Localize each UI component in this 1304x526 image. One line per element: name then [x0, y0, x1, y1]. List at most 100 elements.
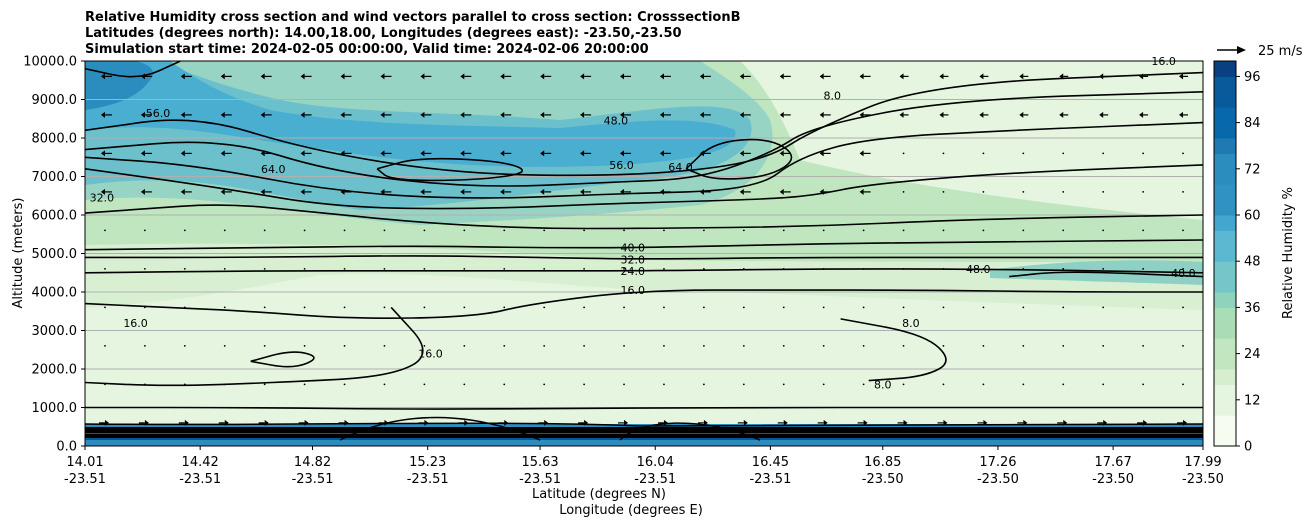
wind-vector-calm [303, 345, 306, 347]
wind-vector-head [620, 111, 625, 118]
wind-vector-calm [1102, 268, 1105, 270]
contour-line-32-0 [85, 255, 1203, 260]
wind-vector-calm [1142, 229, 1145, 232]
y-axis-label: Altitude (meters) [11, 198, 26, 309]
wind-vector-head [100, 73, 105, 80]
wind-vector-calm [742, 383, 745, 386]
x-tick-label-lon: -23.50 [977, 472, 1019, 487]
wind-vector-calm [902, 268, 905, 270]
wind-vector-head [859, 150, 864, 157]
wind-vector-head [580, 188, 585, 195]
wind-vector-calm [223, 268, 226, 270]
wind-vector-head [100, 188, 105, 195]
wind-vector-calm [663, 268, 665, 270]
wind-vector-calm [862, 345, 865, 347]
wind-vector-calm [782, 268, 785, 270]
colorbar-swatch [1214, 199, 1236, 216]
wind-vector-head [580, 73, 585, 80]
wind-vector-calm [343, 383, 346, 386]
wind-vector-calm [862, 268, 865, 270]
wind-vector-head [140, 73, 145, 80]
x-tick-label-lon: -23.51 [519, 472, 561, 487]
wind-vector-calm [1022, 229, 1025, 232]
wind-vector-head [620, 73, 625, 80]
x-axis: 14.01 -23.51 14.42 -23.51 14.82 -23.51 15.23 -2… [64, 446, 1224, 487]
wind-vector-head [544, 419, 549, 426]
wind-vector-calm [543, 306, 546, 309]
y-tick-label: 9000.0 [32, 93, 78, 108]
wind-vector-calm [663, 383, 665, 386]
wind-vector-head [699, 111, 704, 118]
contour-label: 8.0 [823, 90, 841, 103]
wind-vector-head [899, 111, 904, 118]
colorbar-swatch [1214, 107, 1236, 124]
wind-vector-head [739, 73, 744, 80]
wind-vector-calm [702, 383, 705, 386]
wind-vector-head [1139, 111, 1144, 118]
wind-vector-head [899, 73, 904, 80]
wind-vector-head [340, 73, 345, 80]
rh-fill-band-64 [85, 61, 736, 167]
wind-vector-head [380, 188, 385, 195]
wind-vector-calm [663, 345, 665, 347]
wind-vector-head [540, 73, 545, 80]
colorbar-tick-label: 84 [1244, 116, 1261, 131]
wind-vector-calm [343, 268, 346, 270]
x-tick-label-lat: 17.99 [1184, 455, 1221, 470]
wind-vector-calm [942, 306, 945, 309]
contour-line-64-0 [85, 71, 1203, 177]
wind-vector-calm [663, 306, 665, 309]
wind-vector-calm [423, 268, 426, 270]
wind-vector-calm [303, 306, 306, 309]
colorbar-swatch [1214, 230, 1236, 247]
wind-vector-calm [263, 345, 266, 347]
wind-vector-head [779, 188, 784, 195]
wind-vector-head [140, 188, 145, 195]
wind-vector-calm [822, 345, 825, 347]
wind-vector-calm [463, 383, 466, 386]
contour-line-16-0 [250, 351, 315, 368]
wind-vector-calm [822, 229, 825, 232]
contour-label: 56.0 [146, 107, 171, 120]
x-tick-label-lon: -23.50 [1092, 472, 1134, 487]
wind-vector-calm [503, 306, 506, 309]
colorbar-swatch [1214, 61, 1236, 77]
wind-vector-head [540, 150, 545, 157]
y-tick-label: 5000.0 [32, 247, 78, 262]
wind-vector-calm [782, 229, 785, 232]
wind-vectors [98, 73, 1189, 426]
wind-vector-head [659, 150, 664, 157]
wind-vector-head [1143, 419, 1148, 426]
wind-vector-calm [223, 383, 226, 386]
grid [85, 99, 1203, 408]
wind-vector-calm [263, 268, 266, 270]
wind-vector-head [1059, 111, 1064, 118]
colorbar-swatch [1214, 153, 1236, 170]
wind-vector-head [819, 188, 824, 195]
wind-vector-head [224, 419, 229, 426]
wind-vector-calm [383, 306, 386, 309]
wind-vector-calm [702, 268, 705, 270]
rh-fill-band-80 [85, 61, 154, 110]
wind-vector-head [584, 419, 589, 426]
wind-vector-head [260, 73, 265, 80]
wind-vector-calm [303, 268, 306, 270]
wind-vector-calm [583, 345, 586, 347]
x-axis-label-longitude: Longitude (degrees E) [559, 503, 703, 518]
wind-vector-calm [902, 383, 905, 386]
wind-vector-calm [982, 383, 985, 386]
plot-area: 56.064.032.016.016.048.056.0 64.040.032.0… [84, 55, 1204, 447]
wind-vector-head [659, 188, 664, 195]
colorbar-tick-label: 12 [1244, 393, 1261, 408]
wind-vector-head [184, 419, 189, 426]
wind-vector-calm [383, 229, 386, 232]
wind-vector-head [504, 419, 509, 426]
wind-vector-calm [982, 191, 985, 193]
chart-title-line-3: Simulation start time: 2024-02-05 00:00:… [85, 42, 649, 57]
wind-vector-head [300, 73, 305, 80]
wind-vector-calm [1182, 383, 1184, 386]
wind-vector-head [304, 419, 309, 426]
colorbar-swatch [1214, 322, 1236, 339]
colorbar-tick-label: 24 [1244, 347, 1261, 362]
wind-vector-calm [822, 306, 825, 309]
